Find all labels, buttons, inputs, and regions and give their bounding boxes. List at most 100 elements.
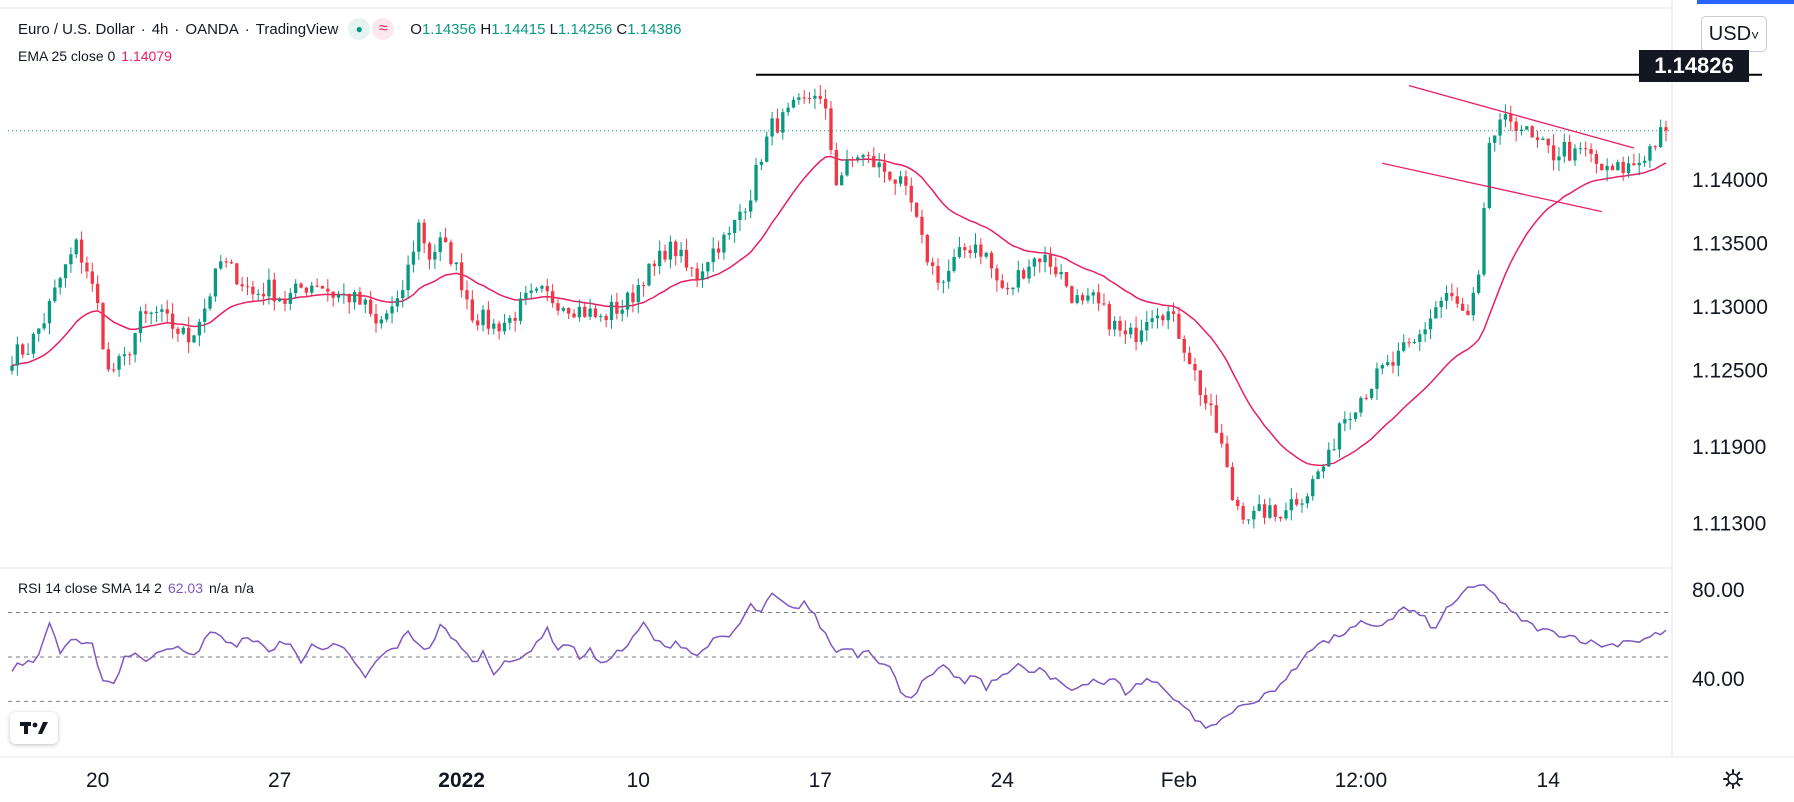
candle-body <box>1466 310 1470 316</box>
candle <box>727 226 731 240</box>
chevron-down-icon: ˅ <box>1751 27 1760 43</box>
candle-body <box>1567 141 1572 161</box>
candle-body <box>813 95 817 99</box>
candle <box>1134 316 1138 351</box>
candle-body <box>893 179 897 184</box>
candle-body <box>1487 142 1492 209</box>
candle <box>1214 394 1219 434</box>
candle <box>470 290 474 323</box>
candle <box>1434 300 1438 319</box>
candle <box>26 343 30 355</box>
candle <box>1316 469 1320 480</box>
candle <box>550 283 555 308</box>
time-tick-label: 12:00 <box>1335 769 1388 792</box>
candle <box>1129 322 1133 339</box>
tradingview-logo-icon[interactable] <box>10 712 58 744</box>
candle-body <box>1230 466 1235 501</box>
candle <box>1230 462 1235 502</box>
currency-selector-button[interactable]: USD˅ <box>1701 16 1767 52</box>
candle-body <box>427 243 432 260</box>
candle <box>112 362 116 373</box>
candle-body <box>149 312 153 314</box>
candle-body <box>995 268 999 281</box>
candle-body <box>395 298 400 307</box>
candle-body <box>1096 292 1101 304</box>
candle-body <box>192 335 196 343</box>
candle <box>556 299 560 316</box>
candle <box>1305 493 1310 509</box>
candle-body <box>374 313 378 324</box>
candle-body <box>1423 329 1427 335</box>
candle <box>144 303 148 324</box>
candle <box>1027 259 1031 284</box>
candle <box>1252 506 1256 529</box>
interval-label[interactable]: 4h <box>151 20 169 38</box>
candle-body <box>310 285 314 293</box>
candle-body <box>1471 292 1475 316</box>
candle-body <box>1391 362 1395 366</box>
candle <box>37 328 41 342</box>
candle <box>1054 257 1058 278</box>
ema-legend[interactable]: EMA 25 close 0 1.14079 <box>18 48 172 64</box>
time-tick-label: 17 <box>809 769 832 792</box>
candle-body <box>406 264 410 291</box>
symbol-name[interactable]: Euro / U.S. Dollar <box>18 20 135 38</box>
candle-body <box>674 241 678 257</box>
candle-body <box>1022 270 1026 279</box>
candle-body <box>1134 327 1138 342</box>
candle-body <box>502 322 507 332</box>
candle <box>1337 422 1342 458</box>
status-badges: ● ≈ <box>348 18 395 40</box>
candle <box>336 290 341 303</box>
candle-body <box>422 222 426 244</box>
candle-body <box>1316 471 1320 480</box>
candle-body <box>1369 388 1374 399</box>
candle-body <box>368 299 373 314</box>
candle-body <box>1353 412 1358 420</box>
candle <box>674 239 678 266</box>
candle-body <box>294 283 298 294</box>
candle <box>695 262 699 288</box>
candle <box>1546 138 1550 154</box>
candle-body <box>363 299 367 305</box>
candle <box>952 248 956 273</box>
candle <box>765 131 769 163</box>
candle <box>1070 285 1074 304</box>
candle-body <box>165 309 169 314</box>
broker-label: OANDA <box>185 20 239 38</box>
candle <box>1428 309 1433 340</box>
candle-body <box>802 97 806 99</box>
ema-layer <box>11 155 1667 467</box>
candle-body <box>1402 342 1406 351</box>
candle <box>1064 272 1069 288</box>
candle-body <box>524 292 528 299</box>
candle-body <box>101 303 105 350</box>
candle-body <box>540 286 544 289</box>
candle <box>1658 119 1663 149</box>
time-tick-label: 20 <box>86 769 109 792</box>
candle-body <box>1166 311 1170 321</box>
candle-body <box>42 323 46 329</box>
candle-body <box>112 369 116 371</box>
candle <box>604 313 608 328</box>
candle <box>1198 370 1202 406</box>
candle <box>834 142 838 186</box>
candle-body <box>240 284 244 287</box>
gear-icon[interactable] <box>1722 768 1744 795</box>
candle-body <box>31 333 36 354</box>
candle-body <box>743 211 747 213</box>
candle-body <box>513 317 517 321</box>
candle <box>1455 287 1459 308</box>
candle-body <box>1616 162 1620 171</box>
candle-body <box>829 108 833 151</box>
rsi-legend[interactable]: RSI 14 close SMA 14 2 62.03 n/a n/a <box>18 580 254 596</box>
candle-body <box>1075 295 1079 304</box>
candle-body <box>326 288 330 292</box>
candle-body <box>186 327 191 343</box>
candle <box>1359 396 1363 417</box>
candle <box>69 247 73 273</box>
candle <box>1273 503 1277 522</box>
candle-body <box>1284 510 1288 519</box>
candle-body <box>1600 163 1604 171</box>
